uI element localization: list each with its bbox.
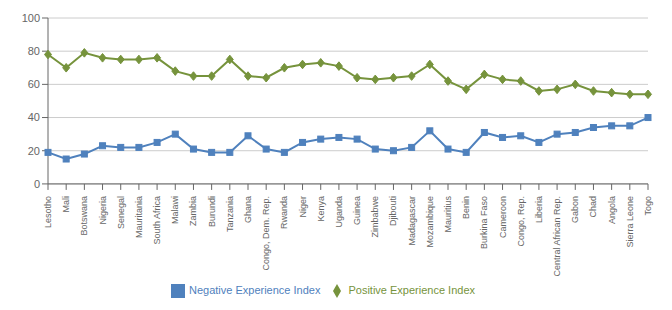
svg-text:Togo: Togo [643, 196, 653, 216]
svg-text:0: 0 [34, 178, 40, 190]
svg-text:Chad: Chad [588, 196, 598, 218]
svg-text:Congo, Rep.: Congo, Rep. [516, 196, 526, 247]
svg-text:80: 80 [28, 45, 40, 57]
svg-text:Congo, Dem. Rep.: Congo, Dem. Rep. [261, 196, 271, 271]
svg-text:Angola: Angola [607, 196, 617, 224]
svg-text:Uganda: Uganda [334, 196, 344, 228]
svg-text:Mauritius: Mauritius [443, 195, 453, 232]
svg-text:Burkina Faso: Burkina Faso [479, 196, 489, 249]
svg-text:Senegal: Senegal [116, 196, 126, 229]
svg-text:Zimbabwe: Zimbabwe [370, 196, 380, 238]
svg-text:40: 40 [28, 111, 40, 123]
svg-text:Gabon: Gabon [570, 196, 580, 223]
svg-text:Lesotho: Lesotho [43, 196, 53, 228]
svg-text:Mali: Mali [61, 196, 71, 213]
svg-text:Mauritania: Mauritania [134, 196, 144, 238]
svg-text:Rwanda: Rwanda [279, 196, 289, 229]
svg-text:Benin: Benin [461, 196, 471, 219]
svg-text:Djibouti: Djibouti [388, 196, 398, 226]
svg-text:Burundi: Burundi [207, 196, 217, 227]
svg-text:Sierra Leone: Sierra Leone [625, 196, 635, 248]
svg-text:Liberia: Liberia [534, 196, 544, 223]
svg-text:100: 100 [22, 12, 40, 24]
svg-text:Malawi: Malawi [170, 196, 180, 224]
svg-text:Zambia: Zambia [188, 196, 198, 226]
svg-text:Ghana: Ghana [243, 196, 253, 223]
svg-text:Tanzania: Tanzania [225, 196, 235, 232]
svg-text:Guinea: Guinea [352, 196, 362, 225]
svg-text:Cameroon: Cameroon [498, 196, 508, 238]
svg-text:Nigeria: Nigeria [98, 196, 108, 225]
svg-text:South Africa: South Africa [152, 196, 162, 245]
html-text:Negative Experience Index: Negative Experience Index [189, 283, 321, 296]
svg-text:Mozambique: Mozambique [425, 196, 435, 248]
svg-text:Niger: Niger [298, 196, 308, 218]
svg-text:Botswana: Botswana [79, 196, 89, 236]
svg-text:60: 60 [28, 78, 40, 90]
html-text:Positive Experience Index: Positive Experience Index [348, 283, 475, 296]
svg-text:Madagascar: Madagascar [407, 196, 417, 246]
svg-text:20: 20 [28, 145, 40, 157]
svg-text:Kenya: Kenya [316, 196, 326, 222]
svg-text:Central African Rep.: Central African Rep. [552, 196, 562, 277]
